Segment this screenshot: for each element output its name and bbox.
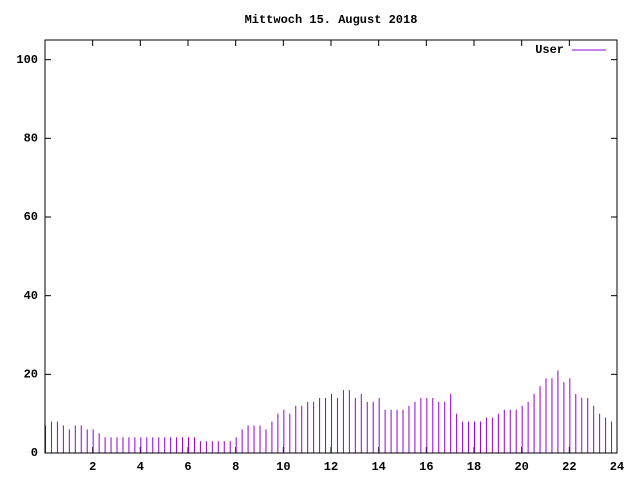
x-tick-label: 8 — [232, 460, 239, 474]
x-tick-label: 16 — [419, 460, 433, 474]
legend-label: User — [535, 43, 564, 57]
x-tick-label: 14 — [371, 460, 385, 474]
y-tick-label: 60 — [24, 210, 38, 224]
x-tick-label: 6 — [184, 460, 191, 474]
x-tick-label: 18 — [467, 460, 481, 474]
x-tick-label: 10 — [276, 460, 290, 474]
plot-border — [44, 39, 618, 454]
chart-title: Mittwoch 15. August 2018 — [245, 13, 418, 27]
x-tick-label: 22 — [562, 460, 576, 474]
y-tick-label: 80 — [24, 132, 38, 146]
y-tick-label: 20 — [24, 368, 38, 382]
x-tick-label: 24 — [610, 460, 624, 474]
x-tick-label: 4 — [137, 460, 144, 474]
y-tick-label: 100 — [16, 53, 38, 67]
x-tick-label: 20 — [514, 460, 528, 474]
x-tick-label: 2 — [89, 460, 96, 474]
x-tick-label: 12 — [324, 460, 338, 474]
y-tick-label: 40 — [24, 289, 38, 303]
y-tick-label: 0 — [31, 446, 38, 460]
